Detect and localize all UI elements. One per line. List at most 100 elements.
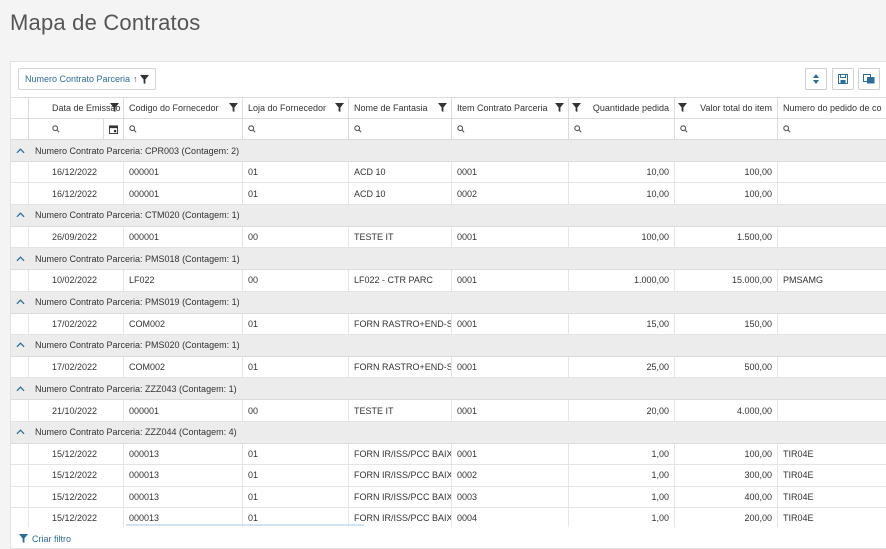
sort-ascending-indicator[interactable]: ↑: [133, 74, 138, 84]
export-button[interactable]: [858, 68, 880, 90]
column-header-quantidade[interactable]: Quantidade pedida: [569, 98, 675, 118]
group-label: Numero Contrato Parceria: ZZZ043 (Contag…: [35, 383, 237, 394]
table-cell: 300,00: [675, 465, 778, 486]
table-cell: 0001: [452, 443, 569, 465]
column-header-codigo-fornecedor[interactable]: Codigo do Fornecedor: [124, 98, 243, 118]
chevron-up-icon[interactable]: [11, 342, 29, 348]
horizontal-scroll-indicator[interactable]: [126, 524, 364, 526]
create-filter-link[interactable]: Criar filtro: [32, 533, 72, 544]
table-row[interactable]: 21/10/2022 000001 00 TESTE IT 0001 20,00 4.000…: [11, 400, 886, 422]
filter-input-numero-pedido[interactable]: [778, 119, 886, 139]
sort-button[interactable]: [805, 68, 827, 90]
table-cell: 000001: [124, 226, 243, 248]
filter-input-quantidade[interactable]: [569, 119, 675, 139]
table-cell: 0001: [452, 313, 569, 334]
chevron-up-icon[interactable]: [11, 212, 29, 218]
column-header-data-emissao[interactable]: Data de Emissao: [29, 98, 124, 118]
search-icon: [248, 125, 256, 133]
table-cell: LF022 - CTR PARC: [349, 270, 452, 291]
filter-input-valor-total[interactable]: [675, 119, 778, 139]
table-cell: 0003: [452, 486, 569, 507]
chevron-up-icon[interactable]: [11, 299, 29, 305]
group-by-chip[interactable]: Numero Contrato Parceria ↑: [18, 68, 156, 90]
column-header-nome-fantasia[interactable]: Nome de Fantasia: [349, 98, 452, 118]
filter-input-codigo-fornecedor[interactable]: [124, 119, 243, 139]
group-label: Numero Contrato Parceria: ZZZ044 (Contag…: [35, 427, 237, 438]
table-cell: 01: [243, 486, 349, 507]
column-header-valor-total[interactable]: Valor total do item: [675, 98, 778, 118]
table-cell: 150,00: [675, 313, 778, 334]
chevron-up-icon[interactable]: [11, 147, 29, 154]
column-header-item-contrato[interactable]: Item Contrato Parceria: [452, 98, 569, 118]
filter-input-item-contrato[interactable]: [452, 119, 569, 139]
table-cell: 0004: [452, 507, 569, 529]
group-row[interactable]: Numero Contrato Parceria: PMS020 (Contag…: [11, 334, 886, 357]
group-row[interactable]: Numero Contrato Parceria: PMS018 (Contag…: [11, 248, 886, 271]
filter-input-loja-fornecedor[interactable]: [243, 119, 349, 139]
filter-icon[interactable]: [335, 103, 344, 112]
table-row[interactable]: 15/12/2022 000013 01 FORN IR/ISS/PCC BAIX 00…: [11, 486, 886, 508]
filter-icon[interactable]: [110, 103, 119, 112]
group-row[interactable]: Numero Contrato Parceria: ZZZ043 (Contag…: [11, 378, 886, 401]
group-label: Numero Contrato Parceria: CPR003 (Contag…: [35, 145, 240, 156]
filter-icon[interactable]: [229, 103, 238, 112]
table-cell: FORN RASTRO+END-SP: [349, 356, 452, 378]
table-row[interactable]: 15/12/2022 000013 01 FORN IR/ISS/PCC BAIX 00…: [11, 443, 886, 466]
filter-input-nome-fantasia[interactable]: [349, 119, 452, 139]
group-row[interactable]: Numero Contrato Parceria: PMS019 (Contag…: [11, 291, 886, 314]
table-cell: 01: [243, 162, 349, 183]
table-cell: TESTE IT: [349, 226, 452, 248]
filter-icon[interactable]: [438, 103, 447, 112]
table-row[interactable]: 26/09/2022 000001 00 TESTE IT 0001 100,00 1.50…: [11, 226, 886, 249]
table-cell: 1.000,00: [569, 270, 675, 291]
group-row[interactable]: Numero Contrato Parceria: ZZZ044 (Contag…: [11, 421, 886, 444]
chevron-up-icon[interactable]: [11, 429, 29, 435]
filter-icon[interactable]: [572, 103, 581, 112]
table-row[interactable]: 10/02/2022 LF022 00 LF022 - CTR PARC 0001 1.0…: [11, 270, 886, 292]
table-cell: [778, 183, 886, 203]
row-spacer: [11, 400, 29, 421]
row-spacer: [11, 486, 29, 507]
data-grid: Data de Emissao Codigo do Fornecedor Loj…: [11, 97, 886, 530]
search-icon: [129, 125, 137, 133]
table-cell: 16/12/2022: [29, 162, 124, 183]
table-cell: ACD 10: [349, 183, 452, 204]
table-cell: 1.500,00: [675, 226, 778, 248]
column-header-loja-fornecedor[interactable]: Loja do Fornecedor: [243, 98, 349, 118]
table-row[interactable]: 15/12/2022 000013 01 FORN IR/ISS/PCC BAIX 00…: [11, 465, 886, 487]
table-cell: 17/02/2022: [29, 356, 124, 378]
table-row[interactable]: 16/12/2022 000001 01 ACD 10 0002 10,00 100,00: [11, 183, 886, 205]
grid-body: Numero Contrato Parceria: CPR003 (Contag…: [11, 140, 886, 530]
filter-icon[interactable]: [678, 103, 687, 112]
filter-icon[interactable]: [139, 74, 149, 84]
table-cell: 0002: [452, 465, 569, 486]
table-row[interactable]: 17/02/2022 COM002 01 FORN RASTRO+END-SP 0001…: [11, 356, 886, 379]
table-cell: 01: [243, 356, 349, 378]
column-label: Codigo do Fornecedor: [129, 103, 219, 113]
chevron-up-icon[interactable]: [11, 255, 29, 262]
filter-icon[interactable]: [555, 103, 564, 112]
table-cell: 15,00: [569, 313, 675, 334]
search-icon: [574, 125, 582, 133]
column-header-numero-pedido[interactable]: Numero do pedido de co: [778, 98, 886, 118]
table-cell: PMSAMG: [778, 270, 886, 290]
table-cell: 15/12/2022: [29, 486, 124, 507]
filter-input-data-emissao[interactable]: [29, 119, 124, 139]
table-cell: LF022: [124, 270, 243, 291]
table-cell: 15/12/2022: [29, 443, 124, 465]
group-row[interactable]: Numero Contrato Parceria: CTM020 (Contag…: [11, 204, 886, 227]
table-row[interactable]: 17/02/2022 COM002 01 FORN RASTRO+END-SP 0001…: [11, 313, 886, 335]
sort-icon: [813, 74, 819, 84]
table-cell: 000013: [124, 486, 243, 507]
table-cell: 1,00: [569, 507, 675, 529]
table-row[interactable]: 16/12/2022 000001 01 ACD 10 0001 10,00 100,00: [11, 162, 886, 184]
table-cell: TIR04E: [778, 508, 886, 528]
calendar-button[interactable]: [103, 119, 123, 139]
chevron-up-icon[interactable]: [11, 386, 29, 392]
save-icon: [838, 74, 848, 84]
group-label: Numero Contrato Parceria: CTM020 (Contag…: [35, 210, 240, 221]
group-row[interactable]: Numero Contrato Parceria: CPR003 (Contag…: [11, 140, 886, 162]
save-layout-button[interactable]: [832, 68, 854, 90]
table-cell: 01: [243, 465, 349, 486]
table-cell: 0001: [452, 356, 569, 378]
